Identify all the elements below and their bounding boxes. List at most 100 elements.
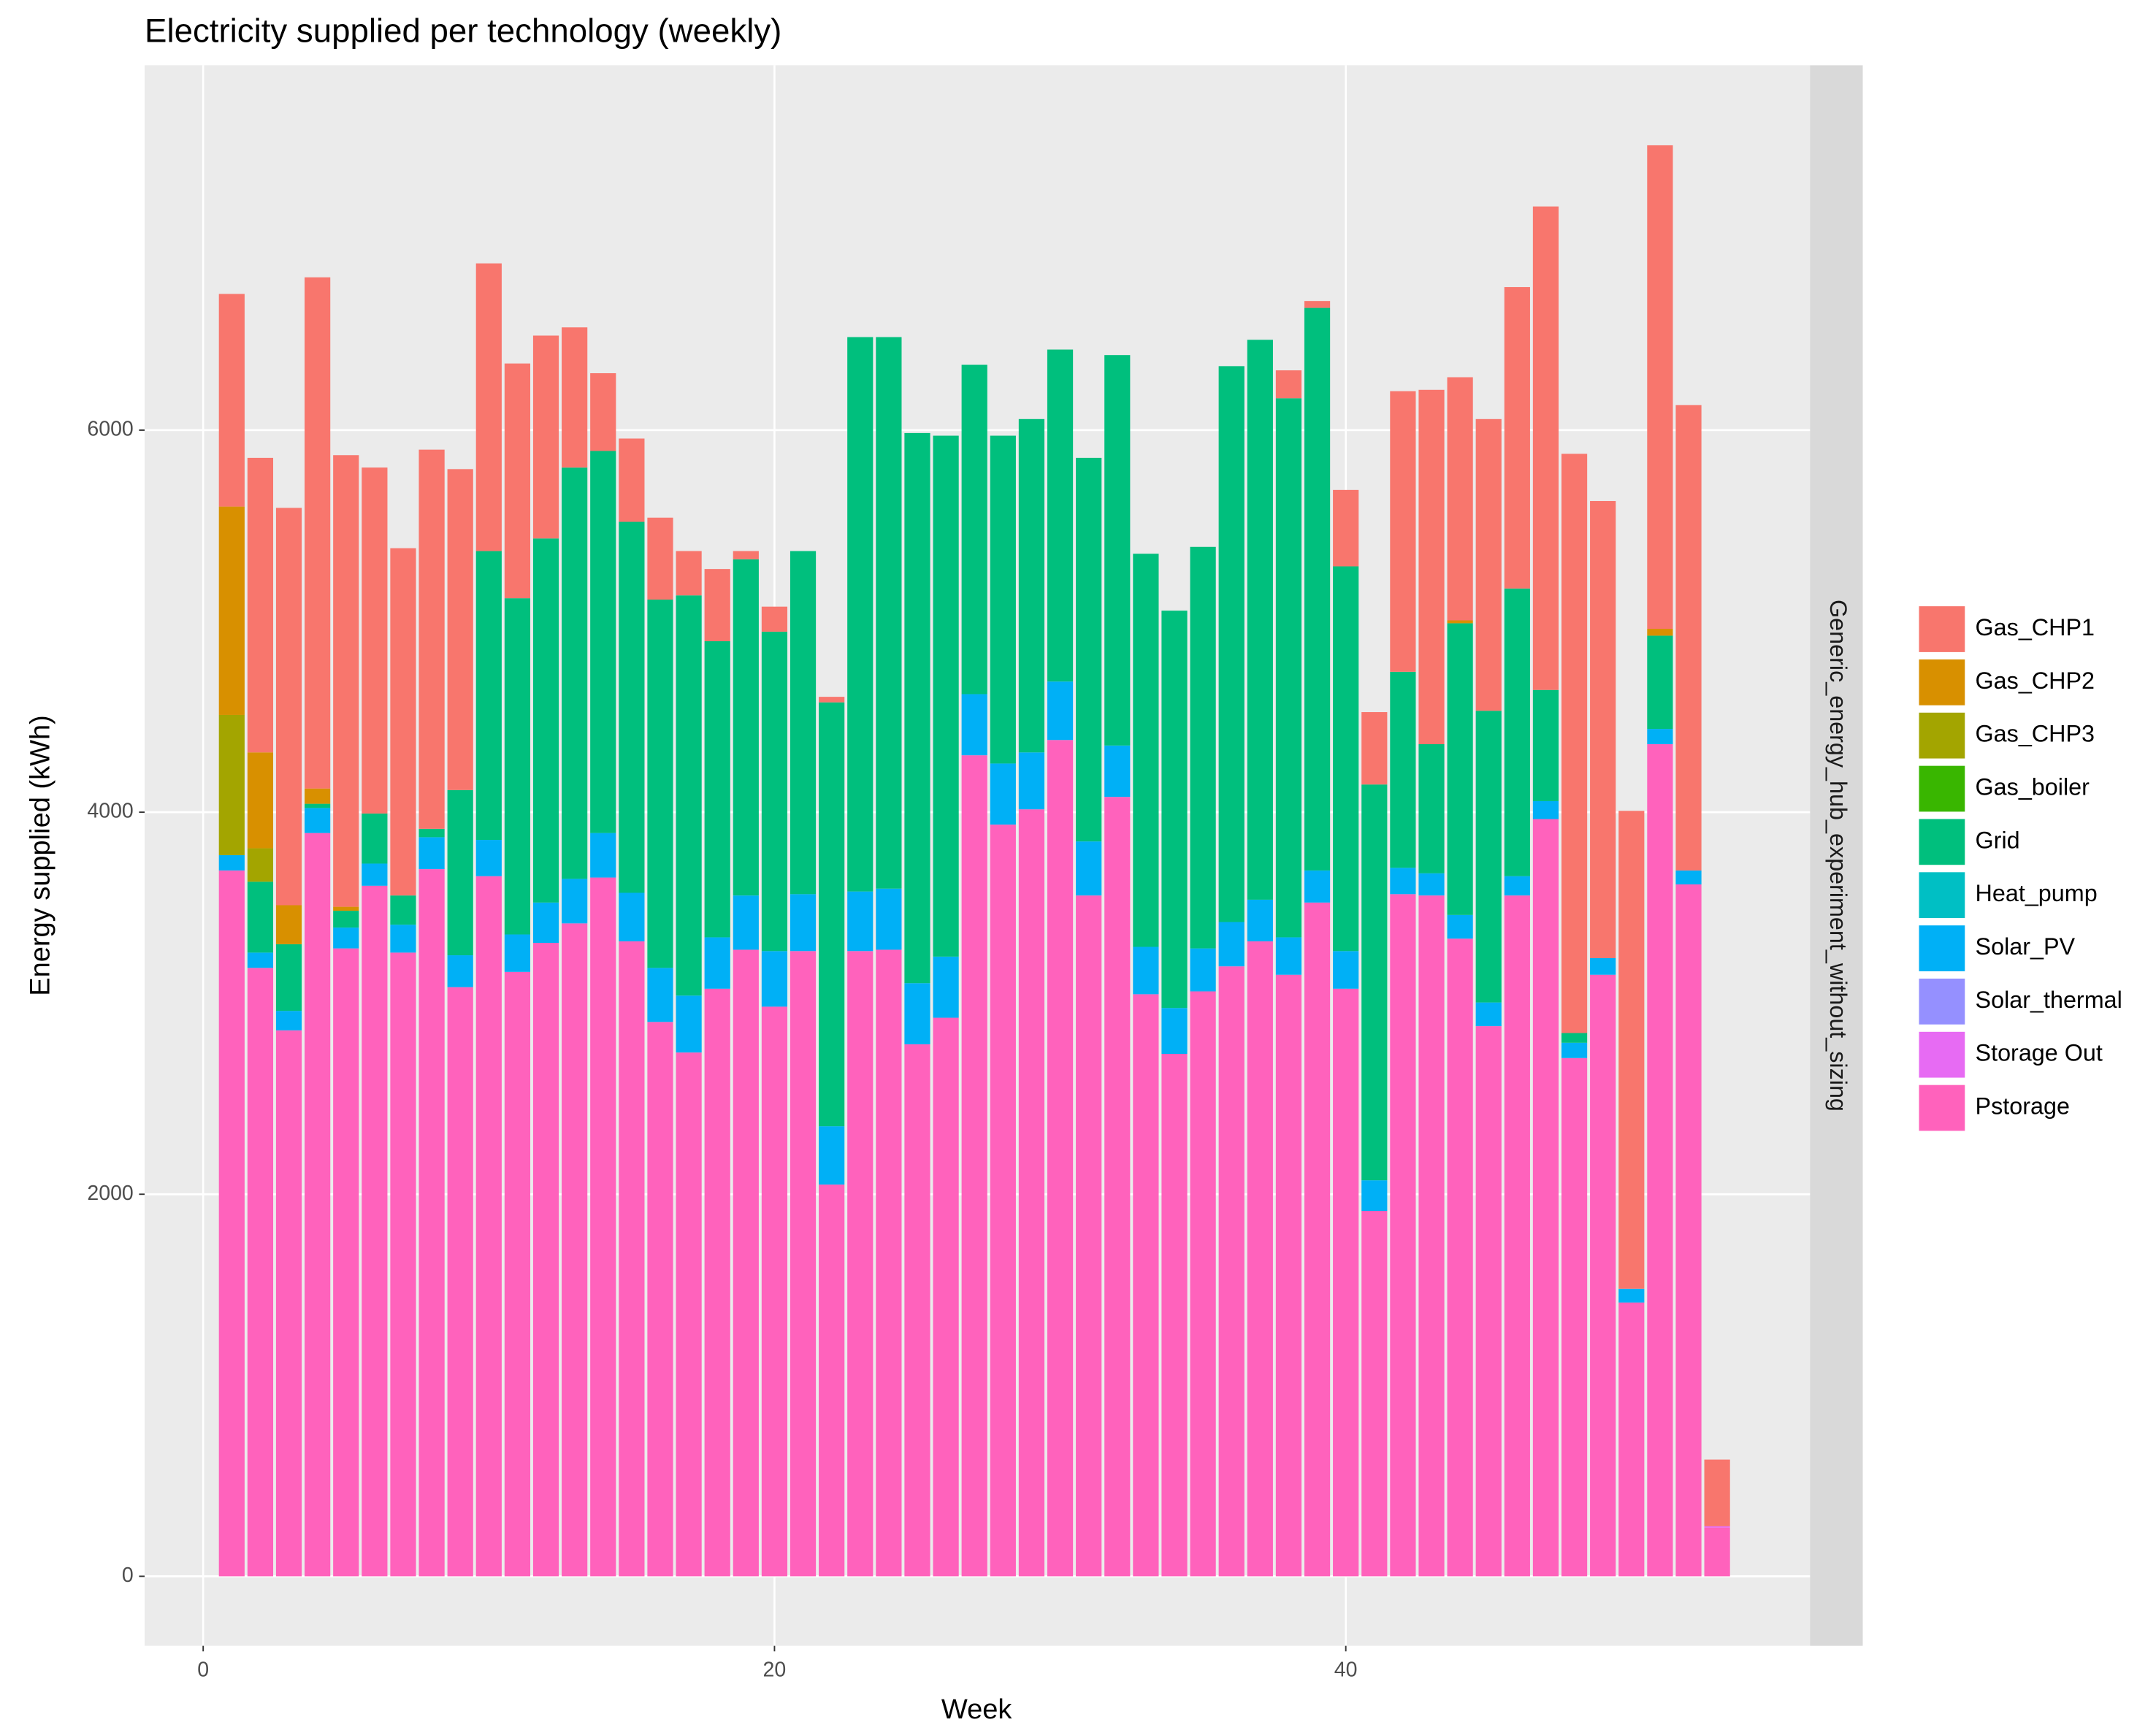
bar-segment [275, 1030, 302, 1577]
bar-segment [504, 363, 531, 599]
bar-segment [1047, 740, 1074, 1577]
bar-segment [1475, 418, 1502, 711]
legend-key [1917, 924, 1967, 973]
bar-segment [1475, 1002, 1502, 1027]
bar-segment [305, 833, 331, 1577]
bar-segment [1218, 966, 1245, 1577]
bar-segment [1618, 1288, 1645, 1303]
legend-label: Pstorage [1976, 1093, 2070, 1120]
y-axis-label: Energy supplied (kWh) [25, 715, 56, 996]
bar-segment [504, 934, 531, 972]
bar-segment [1447, 938, 1473, 1577]
bar-segment [819, 702, 845, 1127]
bar-segment [590, 451, 616, 833]
bar-segment [990, 763, 1016, 825]
legend-key [1917, 1030, 1967, 1079]
bar-segment [1390, 868, 1416, 895]
bar-segment [1647, 743, 1673, 1577]
bar-segment [218, 294, 245, 507]
bar-segment [333, 906, 359, 911]
bar-segment [1247, 340, 1273, 900]
bar-segment [1275, 937, 1302, 975]
bar-segment [876, 337, 902, 889]
bar-segment [1218, 366, 1245, 922]
bar-segment [418, 449, 445, 829]
bar-segment [647, 1022, 673, 1577]
bar-segment [847, 951, 874, 1577]
bar-segment [390, 895, 416, 925]
bar-segment [904, 1044, 930, 1577]
bar-segment [819, 1184, 845, 1577]
bar-segment [362, 885, 388, 1577]
bar-segment [1504, 588, 1530, 876]
bar-segment [275, 508, 302, 906]
bar-segment [1618, 1302, 1645, 1577]
bar-segment [1447, 623, 1473, 915]
y-tick-label: 0 [122, 1564, 134, 1587]
bar-segment [562, 327, 588, 468]
legend-key [1917, 711, 1967, 760]
bar-segment [1076, 841, 1102, 896]
legend-key [1917, 658, 1967, 707]
legend-key [1917, 817, 1967, 867]
legend-key [1917, 977, 1967, 1026]
bar-segment [704, 569, 730, 642]
bar-segment [475, 840, 502, 876]
bar-segment [1104, 745, 1131, 798]
bar-segment [676, 595, 702, 996]
bar-segment [990, 825, 1016, 1577]
bar-segment [1047, 681, 1074, 741]
legend-key [1917, 605, 1967, 654]
bar-segment [1561, 1057, 1588, 1577]
bar-segment [532, 943, 559, 1577]
bar-segment [562, 879, 588, 924]
bar-segment [1390, 894, 1416, 1577]
bar-segment [504, 971, 531, 1577]
bar-segment [247, 457, 274, 753]
bar-segment [247, 952, 274, 968]
bar-segment [704, 988, 730, 1577]
legend-label: Solar_PV [1976, 933, 2076, 960]
legend-label: Gas_CHP1 [1976, 614, 2095, 640]
bar-segment [933, 1017, 959, 1577]
bar-segment [1504, 287, 1530, 589]
bar-segment [1333, 951, 1359, 989]
bar-segment [1390, 391, 1416, 672]
bar-segment [1133, 994, 1159, 1577]
bar-segment [1333, 988, 1359, 1577]
bar-segment [418, 869, 445, 1577]
legend-label: Gas_CHP3 [1976, 721, 2095, 747]
legend-label: Heat_pump [1976, 880, 2098, 906]
bar-segment [876, 888, 902, 950]
bar-segment [1361, 712, 1388, 785]
bar-segment [590, 877, 616, 1577]
bar-segment [847, 337, 874, 892]
bar-segment [532, 902, 559, 944]
y-tick-label: 6000 [87, 418, 133, 441]
bar-segment [1247, 899, 1273, 941]
bar-segment [1047, 349, 1074, 682]
bar-segment [390, 925, 416, 953]
bar-segment [1590, 974, 1616, 1577]
bar-segment [1333, 489, 1359, 567]
bar-segment [1647, 629, 1673, 636]
facet-strip [1810, 65, 1863, 1646]
y-tick-label: 4000 [87, 800, 133, 823]
bar-segment [1133, 946, 1159, 995]
bar-segment [619, 941, 645, 1577]
bar-segment [1704, 1526, 1730, 1528]
bar-segment [247, 968, 274, 1577]
bar-segment [475, 263, 502, 551]
legend-label: Gas_boiler [1976, 774, 2090, 800]
bar-segment [1447, 377, 1473, 621]
bar-segment [1418, 873, 1445, 896]
bar-segment [532, 538, 559, 903]
bar-segment [1561, 1033, 1588, 1043]
bar-segment [247, 881, 274, 953]
bar-segment [1590, 957, 1616, 975]
legend-label: Storage Out [1976, 1040, 2103, 1066]
bar-segment [619, 892, 645, 941]
bar-segment [362, 863, 388, 886]
bar-segment [1018, 418, 1045, 753]
bar-segment [305, 808, 331, 833]
